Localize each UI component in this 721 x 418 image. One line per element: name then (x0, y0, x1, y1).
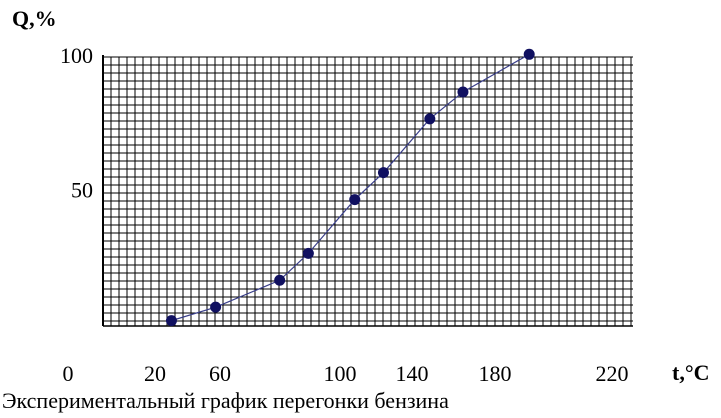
data-point (302, 247, 314, 259)
data-point (523, 48, 535, 60)
x-tick-label: 60 (209, 361, 231, 386)
x-axis-title: t,°C (672, 360, 710, 385)
x-tick-label: 180 (479, 361, 512, 386)
x-tick-label: 0 (63, 361, 74, 386)
x-tick-label: 140 (396, 361, 429, 386)
data-point (457, 86, 469, 98)
y-tick-labels: 100 50 (60, 43, 93, 203)
data-point (424, 113, 436, 125)
x-tick-labels: 0 20 60 100 140 180 220 (63, 361, 629, 386)
y-tick-label: 50 (71, 178, 93, 203)
series-points (165, 48, 535, 327)
chart-caption: Экспериментальный график перегонки бензи… (2, 388, 449, 413)
x-tick-label: 220 (596, 361, 629, 386)
data-point (210, 301, 222, 313)
y-tick-label: 100 (60, 43, 93, 68)
data-point (274, 274, 286, 286)
x-tick-label: 20 (144, 361, 166, 386)
y-axis-title: Q,% (12, 6, 57, 31)
x-tick-label: 100 (324, 361, 357, 386)
data-point (377, 167, 389, 179)
data-point (349, 194, 361, 206)
data-point (165, 315, 177, 327)
chart-grid (103, 56, 633, 326)
